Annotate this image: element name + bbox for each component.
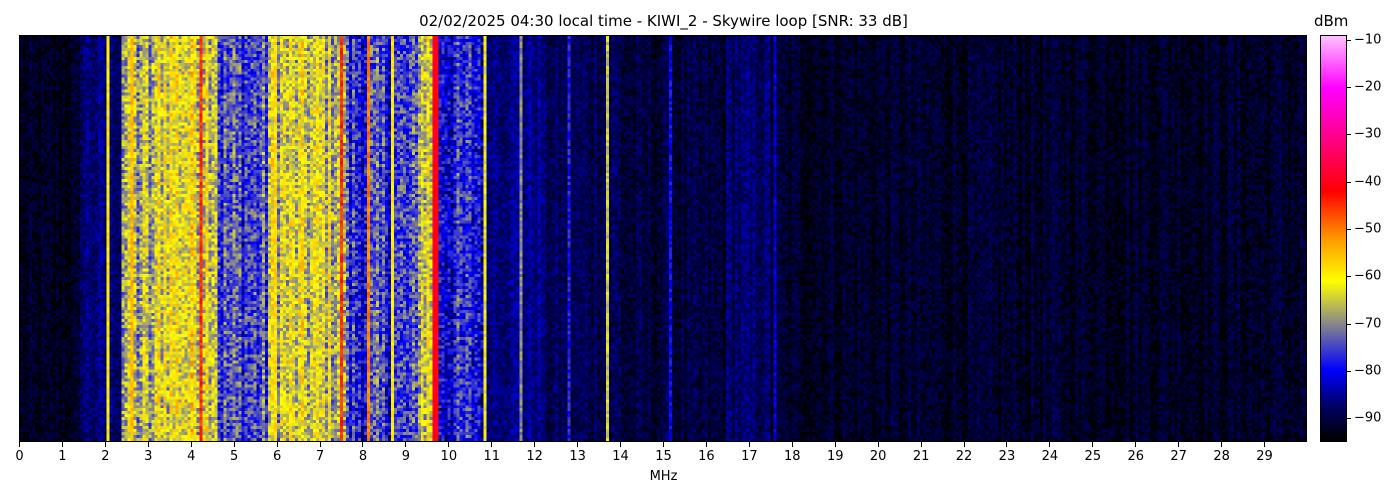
colorbar-tick-label: −30 [1354, 126, 1382, 142]
x-tick-label: 17 [741, 449, 758, 464]
x-tick-mark [362, 442, 364, 447]
x-tick-label: 7 [315, 449, 325, 464]
x-tick-mark [920, 442, 922, 447]
x-tick-mark [233, 442, 235, 447]
colorbar-tick-mark [1347, 87, 1351, 89]
x-tick-mark [1178, 442, 1180, 447]
x-tick-label: 20 [869, 449, 887, 464]
x-tick-mark [1135, 442, 1137, 447]
x-tick-mark [491, 442, 493, 447]
x-tick-label: 5 [230, 449, 239, 464]
x-tick-mark [448, 442, 450, 447]
waterfall-heatmap [20, 36, 1306, 441]
x-tick-label: 0 [15, 449, 24, 464]
x-tick-mark [1092, 442, 1094, 447]
colorbar-tick-label: −10 [1354, 32, 1382, 48]
x-tick-mark [1006, 442, 1008, 447]
x-tick-label: 9 [401, 449, 411, 464]
x-tick-mark [19, 442, 20, 447]
x-tick-label: 18 [784, 449, 801, 464]
x-tick-label: 2 [101, 449, 110, 464]
x-tick-label: 12 [526, 449, 543, 464]
x-tick-mark [104, 442, 106, 447]
x-tick-label: 1 [58, 449, 67, 464]
x-tick-label: 23 [998, 449, 1016, 464]
x-tick-mark [190, 442, 192, 447]
colorbar-tick-label: −70 [1354, 316, 1382, 332]
x-tick-mark [1264, 442, 1266, 447]
colorbar-tick-label: −60 [1354, 268, 1382, 284]
x-tick-label: 8 [358, 449, 368, 464]
x-tick-label: 15 [655, 449, 672, 464]
x-tick-mark [748, 442, 750, 447]
x-tick-mark [405, 442, 407, 447]
x-tick-label: 27 [1170, 449, 1187, 464]
x-tick-mark [963, 442, 965, 447]
colorbar-tick-mark [1347, 134, 1351, 136]
colorbar-label: dBm [1314, 12, 1349, 30]
x-tick-mark [1049, 442, 1051, 447]
colorbar-gradient [1321, 36, 1346, 441]
x-axis-label: MHz [649, 469, 678, 484]
x-tick-label: 19 [826, 449, 844, 464]
x-tick-mark [705, 442, 707, 447]
x-tick-label: 16 [698, 449, 715, 464]
waterfall-plot [19, 35, 1307, 442]
x-tick-mark [620, 442, 622, 447]
colorbar-tick-label: −50 [1354, 221, 1382, 237]
colorbar [1320, 35, 1347, 442]
x-tick-mark [61, 442, 63, 447]
x-tick-mark [534, 442, 536, 447]
colorbar-tick-mark [1347, 229, 1351, 231]
colorbar-tick-label: −40 [1354, 174, 1382, 190]
colorbar-tick-label: −90 [1354, 410, 1382, 426]
x-tick-label: 28 [1213, 449, 1230, 464]
colorbar-tick-mark [1347, 418, 1351, 420]
x-tick-label: 6 [272, 449, 282, 464]
x-tick-mark [663, 442, 664, 447]
colorbar-tick-mark [1347, 276, 1351, 278]
x-tick-mark [877, 442, 879, 447]
x-tick-mark [147, 442, 149, 447]
x-tick-label: 26 [1127, 449, 1145, 464]
x-tick-label: 22 [955, 449, 973, 464]
x-tick-label: 29 [1256, 449, 1273, 464]
x-tick-label: 25 [1084, 449, 1102, 464]
x-tick-label: 3 [144, 449, 153, 464]
colorbar-tick-mark [1347, 323, 1351, 325]
x-tick-label: 4 [187, 449, 196, 464]
x-tick-label: 13 [569, 449, 586, 464]
x-tick-mark [791, 442, 793, 447]
x-tick-mark [834, 442, 836, 447]
colorbar-tick-label: −80 [1354, 363, 1382, 379]
colorbar-tick-mark [1347, 181, 1351, 183]
x-tick-label: 10 [440, 449, 458, 464]
x-tick-mark [319, 442, 321, 447]
x-tick-label: 24 [1041, 449, 1059, 464]
colorbar-tick-label: −20 [1354, 79, 1382, 95]
x-tick-mark [276, 442, 278, 447]
x-tick-label: 21 [912, 449, 930, 464]
colorbar-tick-mark [1347, 39, 1351, 41]
colorbar-tick-mark [1347, 371, 1351, 372]
x-tick-mark [577, 442, 579, 447]
x-tick-label: 14 [612, 449, 629, 464]
chart-title: 02/02/2025 04:30 local time - KIWI_2 - S… [419, 12, 908, 30]
x-tick-mark [1221, 442, 1223, 447]
x-tick-label: 11 [483, 449, 501, 464]
